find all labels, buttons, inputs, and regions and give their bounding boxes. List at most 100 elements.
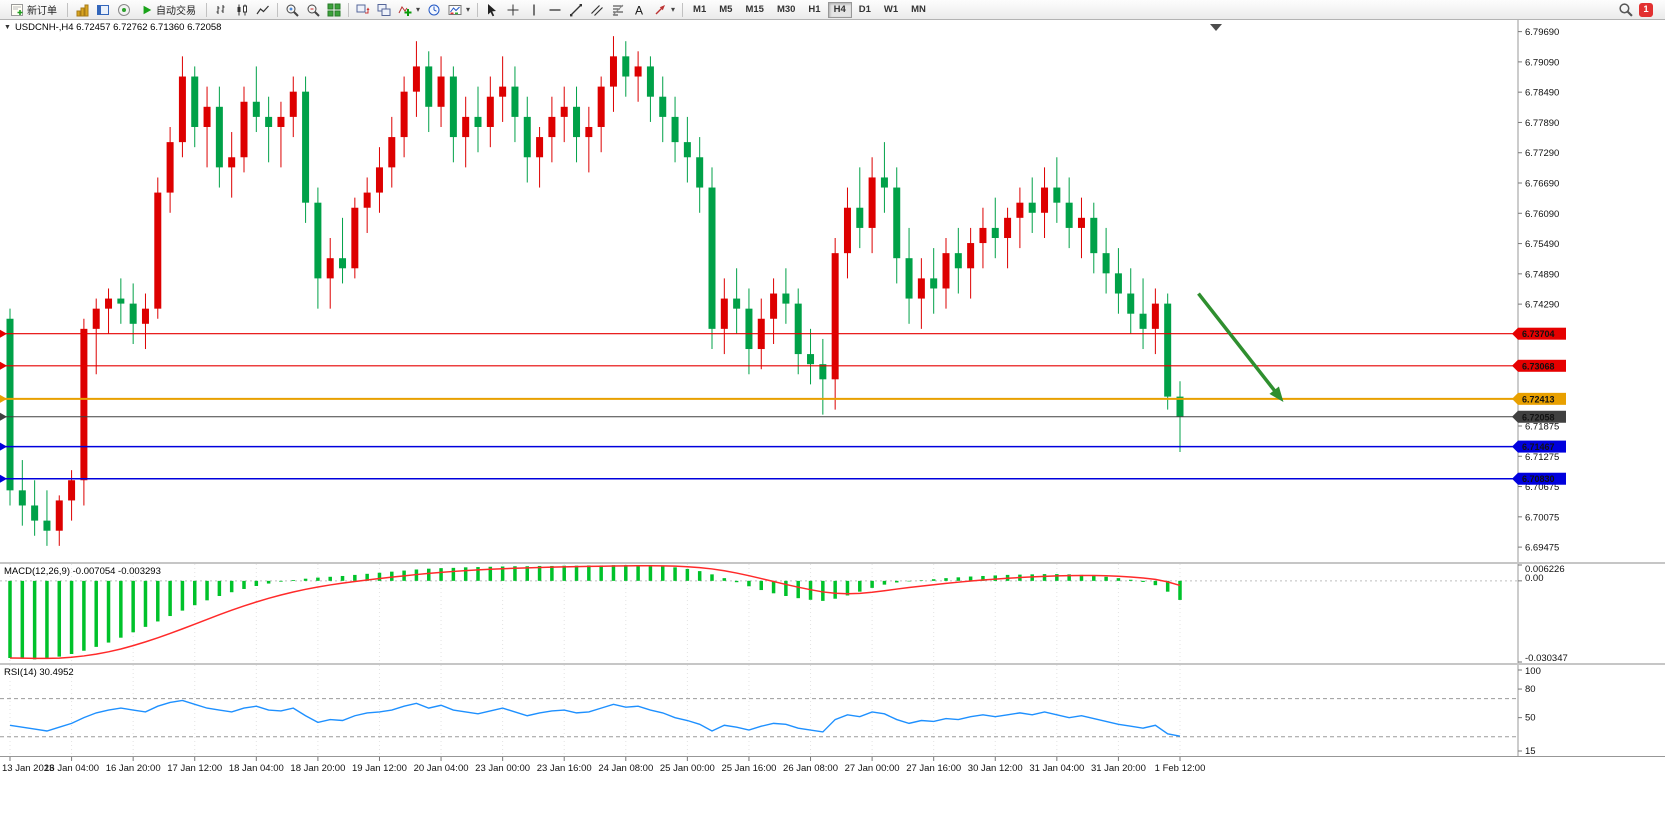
- svg-text:6.70830: 6.70830: [1522, 474, 1555, 484]
- svg-text:6.73068: 6.73068: [1522, 361, 1555, 371]
- svg-text:6.75490: 6.75490: [1525, 239, 1559, 250]
- hline-6.72058[interactable]: [0, 412, 1518, 421]
- svg-text:6.71467: 6.71467: [1522, 442, 1555, 452]
- new-order-button[interactable]: 新订单: [4, 1, 63, 19]
- svg-text:23 Jan 16:00: 23 Jan 16:00: [537, 763, 592, 774]
- svg-text:31 Jan 20:00: 31 Jan 20:00: [1091, 763, 1146, 774]
- hline-6.72413[interactable]: [0, 394, 1518, 403]
- market-watch-button[interactable]: [72, 1, 92, 19]
- search-button[interactable]: [1615, 1, 1636, 19]
- time-axis[interactable]: 13 Jan 2023 16 Jan 04:00 16 Jan 20:00 17 Ja…: [0, 756, 1665, 778]
- crosshair-tool-button[interactable]: [503, 1, 523, 19]
- channel-tool-button[interactable]: [587, 1, 607, 19]
- line-chart-icon: [256, 5, 269, 14]
- navigator-button[interactable]: [93, 1, 113, 19]
- text-tool-button[interactable]: A: [629, 1, 649, 19]
- tf-m5-button[interactable]: M5: [719, 4, 733, 15]
- svg-text:18 Jan 20:00: 18 Jan 20:00: [290, 763, 345, 774]
- panel-splitter[interactable]: [0, 663, 1665, 665]
- svg-text:6.70675: 6.70675: [1525, 482, 1559, 493]
- fibonacci-tool-button[interactable]: [608, 1, 628, 19]
- tf-h4-button[interactable]: H4: [827, 1, 852, 18]
- svg-text:6.72058: 6.72058: [1522, 412, 1555, 422]
- text-tool-icon: A: [635, 3, 643, 17]
- indicators-button[interactable]: ▾: [395, 1, 423, 19]
- fibonacci-icon: [612, 4, 624, 15]
- line-chart-button[interactable]: [253, 1, 273, 19]
- hline-6.73068[interactable]: [0, 361, 1518, 370]
- chevron-down-icon: ▾: [416, 5, 421, 14]
- periods-clock-button[interactable]: [424, 1, 444, 19]
- tf-h1-button[interactable]: H1: [808, 4, 821, 15]
- svg-text:17 Jan 12:00: 17 Jan 12:00: [167, 763, 222, 774]
- terminal-icon: [118, 3, 130, 16]
- macd-signal-line: [9, 564, 1181, 660]
- trend-arrow[interactable]: [1197, 292, 1284, 403]
- panel-splitter[interactable]: [0, 562, 1665, 564]
- arrange-windows-button[interactable]: [353, 1, 373, 19]
- svg-text:1 Feb 12:00: 1 Feb 12:00: [1155, 763, 1206, 774]
- horizontal-line-tool-button[interactable]: [545, 1, 565, 19]
- autotrading-label: 自动交易: [156, 6, 196, 17]
- notification-badge[interactable]: 1: [1639, 2, 1653, 17]
- svg-text:6.69475: 6.69475: [1525, 543, 1559, 554]
- svg-text:6.73704: 6.73704: [1522, 329, 1555, 339]
- zoom-out-button[interactable]: [303, 1, 323, 19]
- vertical-line-tool-button[interactable]: [524, 1, 544, 19]
- svg-text:6.74890: 6.74890: [1525, 269, 1559, 280]
- hline-6.70830[interactable]: [0, 474, 1518, 483]
- svg-text:6.76090: 6.76090: [1525, 209, 1559, 220]
- zoom-out-icon: [307, 4, 320, 17]
- tf-mn-button[interactable]: MN: [911, 4, 926, 15]
- svg-text:23 Jan 00:00: 23 Jan 00:00: [475, 763, 530, 774]
- tf-d1-button[interactable]: D1: [858, 4, 871, 15]
- tf-m15-button[interactable]: M15: [745, 4, 764, 15]
- cascade-windows-button[interactable]: [374, 1, 394, 19]
- arrows-tool-button[interactable]: ▾: [650, 1, 678, 19]
- templates-icon: [448, 4, 462, 15]
- bar-chart-button[interactable]: [211, 1, 231, 19]
- rsi-panel[interactable]: 100 80 50 15 RSI(14) 30.4952: [0, 665, 1665, 756]
- top-toolbar: 新订单 自动交易: [0, 0, 1665, 20]
- bottom-filler: [0, 778, 1665, 827]
- svg-text:50: 50: [1525, 713, 1536, 724]
- svg-text:6.72413: 6.72413: [1522, 394, 1555, 404]
- cascade-windows-icon: [377, 3, 391, 16]
- terminal-button[interactable]: [114, 1, 134, 19]
- tf-w1-button[interactable]: W1: [883, 4, 899, 15]
- zoom-in-button[interactable]: [282, 1, 302, 19]
- tf-m30-button[interactable]: M30: [776, 4, 796, 15]
- templates-button[interactable]: ▾: [445, 1, 473, 19]
- vertical-line-icon: [533, 4, 535, 15]
- toolbar-separator: [206, 2, 207, 17]
- arrange-windows-icon: [356, 4, 370, 13]
- search-icon: [1619, 3, 1633, 17]
- svg-text:27 Jan 16:00: 27 Jan 16:00: [906, 763, 961, 774]
- collapse-icon[interactable]: ▼: [4, 24, 11, 31]
- svg-text:30 Jan 12:00: 30 Jan 12:00: [968, 763, 1023, 774]
- hline-6.71467[interactable]: [0, 442, 1518, 451]
- main-chart-panel[interactable]: 6.79690 6.79090 6.78490 6.77890 6.77290 6.766…: [0, 20, 1665, 562]
- hline-6.73704[interactable]: [0, 329, 1518, 338]
- svg-text:-0.030347: -0.030347: [1525, 653, 1568, 663]
- chevron-down-icon: ▾: [671, 5, 676, 14]
- tile-windows-icon: [327, 3, 341, 16]
- market-watch-icon: [76, 4, 89, 16]
- svg-text:6.70075: 6.70075: [1525, 512, 1559, 523]
- tile-windows-button[interactable]: [324, 1, 344, 19]
- cursor-tool-button[interactable]: [482, 1, 502, 19]
- trendline-icon: [570, 3, 583, 16]
- candlestick-chart-button[interactable]: [232, 1, 252, 19]
- price-axis[interactable]: 6.79690 6.79090 6.78490 6.77890 6.77290 6.766…: [1512, 27, 1566, 554]
- svg-text:6.77890: 6.77890: [1525, 118, 1559, 129]
- autotrading-icon: [143, 5, 152, 14]
- trendline-tool-button[interactable]: [566, 1, 586, 19]
- macd-panel[interactable]: 0.006226 0.00 -0.030347 MACD(12,26,9) -0.0…: [0, 564, 1665, 663]
- toolbar-separator: [477, 2, 479, 17]
- svg-text:6.79690: 6.79690: [1525, 27, 1559, 38]
- autotrading-button[interactable]: 自动交易: [135, 1, 202, 19]
- chevron-down-icon: ▾: [466, 5, 471, 14]
- svg-text:6.71275: 6.71275: [1525, 452, 1559, 463]
- tf-m1-button[interactable]: M1: [693, 4, 707, 15]
- new-order-icon: [11, 3, 23, 16]
